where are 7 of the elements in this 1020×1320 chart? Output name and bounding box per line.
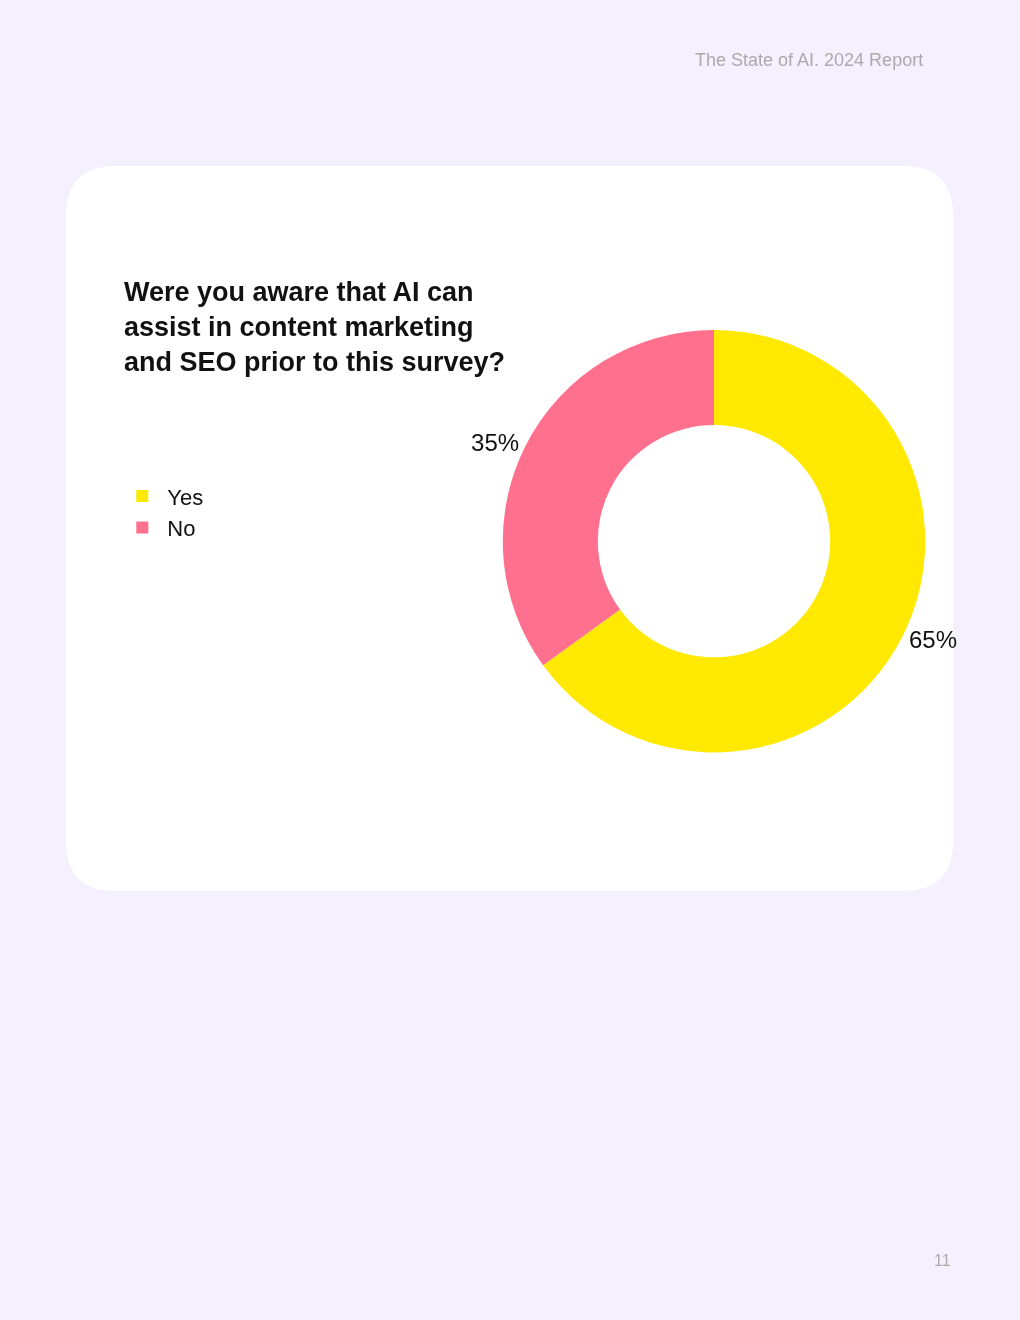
legend-label: No [167, 516, 196, 542]
data-label: 65% [908, 626, 957, 654]
text: 11 [934, 1252, 951, 1269]
text: The State of AI. 2024 Report [695, 50, 924, 70]
data-label: 35% [471, 429, 520, 457]
legend-label: Yes [167, 484, 204, 510]
chart-title: Were you aware that AI can assist in content marketing and SEO prior to this survey? [124, 277, 506, 378]
